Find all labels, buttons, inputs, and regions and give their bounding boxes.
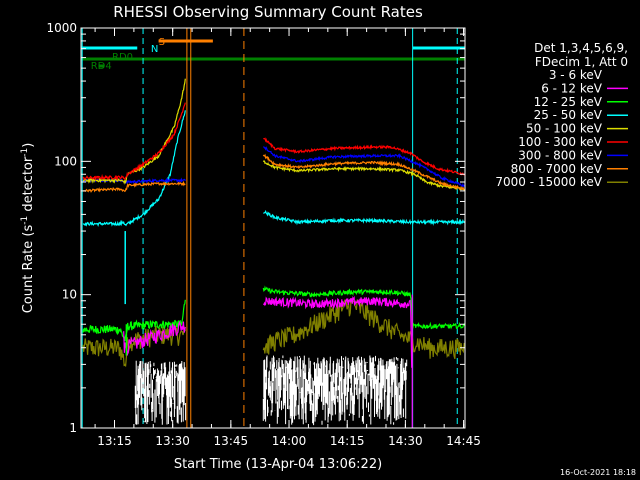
series-7000-15000-kev-line [82, 325, 186, 367]
y-tick-label: 1 [69, 421, 77, 435]
x-axis-label: Start Time (13-Apr-04 13:06:22) [174, 457, 382, 472]
series-100-300-kev-line [263, 137, 465, 176]
x-tick-label: 14:30 [388, 434, 423, 448]
series-7000-15000-kev-line [262, 297, 465, 359]
x-tick-label: 14:15 [330, 434, 365, 448]
legend-label: 12 - 25 keV [534, 95, 603, 109]
legend-label: 800 - 7000 keV [511, 162, 603, 176]
series-100-300-kev-line [82, 102, 186, 181]
x-tick-label: 13:30 [155, 434, 190, 448]
series-6-12-kev-line [262, 295, 413, 368]
legend-label: 100 - 300 keV [518, 135, 602, 149]
footer-date: 16-Oct-2021 18:18 [560, 468, 636, 477]
series-300-800-kev-line [263, 146, 466, 188]
y-axis-label-tail: detector [21, 156, 36, 216]
legend-label: 6 - 12 keV [541, 81, 603, 95]
flag-label-n: N [151, 44, 158, 55]
y-tick-label: 10 [62, 288, 77, 302]
series-50-100-kev-line [82, 78, 186, 185]
legend-label: 7000 - 15000 keV [495, 175, 602, 189]
legend-label: 300 - 800 keV [518, 148, 602, 162]
y-axis-label-main: Count Rate (s [21, 225, 36, 314]
y-tick-label: 100 [54, 154, 77, 168]
y-axis-label-end: ) [21, 143, 36, 148]
series-50-100-kev-line [262, 160, 465, 191]
flag-label-rd0: RD0 [112, 52, 133, 63]
series-25-50-kev-line [82, 110, 186, 227]
legend-label: 50 - 100 keV [526, 122, 603, 136]
axes-layer: 13:15 13:30 13:45 14:00 14:15 14:30 14:45 1 10 10… [46, 21, 480, 448]
chart-title: RHESSI Observing Summary Count Rates [113, 3, 423, 21]
legend-label: 3 - 6 keV [549, 68, 603, 82]
x-tick-label: 13:45 [214, 434, 249, 448]
y-axis-label-sup2: -1 [20, 148, 30, 157]
y-tick-label: 1000 [46, 21, 77, 35]
x-tick-label: 14:00 [272, 434, 307, 448]
y-axis-label-sup: -1 [20, 216, 30, 225]
series-12-25-kev-line [82, 299, 186, 342]
series-12-25-kev-line [262, 285, 466, 330]
series-800-7000-kev-line [82, 180, 186, 193]
series-3-6-kev-noise [262, 355, 408, 426]
flag-label-rd4: RD4 [91, 61, 112, 72]
x-tick-label: 13:15 [97, 434, 132, 448]
flag-label-s: S [159, 37, 165, 48]
series-25-50-kev-line [263, 209, 466, 226]
y-axis-label: Count Rate (s-1 detector-1) [20, 143, 36, 314]
x-tick-label: 14:45 [446, 434, 481, 448]
series-6-12-kev-line [123, 320, 187, 357]
series-3-6-kev-noise [134, 360, 187, 425]
plot-frame [80, 27, 466, 429]
legend-label: 25 - 50 keV [534, 108, 603, 122]
series-800-7000-kev-line [262, 153, 465, 191]
legend-header-line-1: Det 1,3,4,5,6,9, [534, 41, 628, 55]
legend-header-line-2: FDecim 1, Att 0 [535, 55, 628, 69]
